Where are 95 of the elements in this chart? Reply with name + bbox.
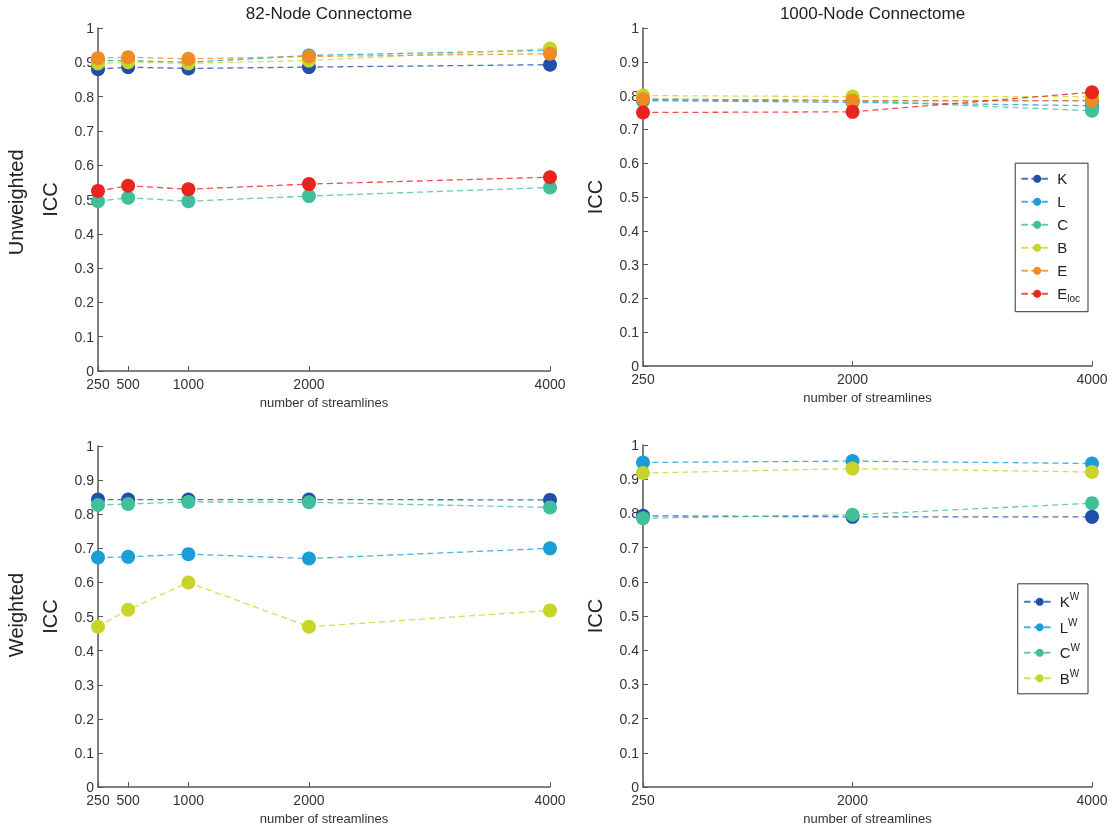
y-tick-label: 0.9	[619, 53, 640, 70]
x-tick-label: 4000	[534, 792, 566, 809]
y-tick-label: 1	[631, 437, 640, 453]
y-tick-label: 0.8	[74, 506, 95, 523]
y-tick-label: 0.1	[619, 324, 640, 341]
x-tick-label: 2000	[293, 376, 325, 392]
y-tick-label: 0.1	[74, 744, 95, 761]
x-tick-label: 2000	[293, 792, 325, 809]
point	[181, 547, 196, 562]
y-tick-label: 0.5	[74, 608, 95, 625]
y-tick-label: 0.7	[74, 540, 95, 557]
point	[91, 183, 105, 198]
y-axis-title: ICC	[39, 182, 61, 217]
point	[121, 549, 136, 564]
x-tick-label: 1000	[172, 376, 205, 392]
x-tick-label: 250	[631, 371, 655, 387]
y-tick-label: 0.7	[619, 121, 640, 138]
point	[181, 575, 196, 590]
y-tick-label: 0	[631, 358, 640, 374]
x-tick-label: 500	[116, 376, 141, 392]
point	[845, 461, 860, 476]
y-tick-label: 0.1	[74, 328, 95, 345]
y-tick-label: 0.2	[74, 294, 95, 311]
point	[121, 178, 136, 193]
y-tick-label: 0.5	[619, 608, 640, 625]
x-axis-title: number of streamlines	[803, 811, 933, 826]
chart-title: 1000-Node Connectome	[779, 4, 966, 23]
point	[543, 170, 557, 185]
y-tick-label: 0.3	[619, 676, 640, 693]
x-tick-label: 2000	[836, 371, 869, 387]
point	[121, 190, 136, 205]
point	[181, 194, 196, 209]
point	[845, 104, 860, 119]
point	[1085, 509, 1099, 524]
y-tick-label: 0.5	[619, 189, 640, 205]
point	[301, 551, 316, 566]
point	[121, 496, 136, 511]
x-axis-title: number of streamlines	[259, 811, 389, 826]
point	[181, 51, 196, 66]
y-axis-title: ICC	[584, 179, 606, 215]
x-tick-label: 500	[116, 792, 141, 809]
legend-label: L	[1057, 193, 1066, 211]
y-tick-label: 0.6	[74, 574, 95, 591]
point	[301, 177, 316, 192]
point	[1085, 85, 1099, 100]
y-tick-label: 0.3	[74, 260, 95, 277]
point	[1085, 496, 1099, 511]
y-tick-label: 1	[86, 20, 95, 36]
point	[543, 603, 557, 618]
y-tick-label: 0.8	[74, 88, 95, 105]
x-tick-label: 4000	[1076, 371, 1108, 387]
point	[543, 541, 557, 556]
point	[181, 182, 196, 197]
legend-label: E	[1057, 262, 1068, 280]
y-tick-label: 0.4	[619, 222, 640, 239]
legend-label: C	[1057, 216, 1069, 234]
y-tick-label: 1	[631, 20, 640, 36]
point	[301, 189, 316, 204]
text: Unweighted	[5, 149, 27, 256]
point	[1085, 465, 1099, 480]
y-tick-label: 0.7	[74, 122, 95, 139]
y-axis-title: ICC	[584, 598, 606, 634]
x-tick-label: 250	[86, 376, 110, 392]
y-tick-label: 0.6	[74, 157, 95, 174]
point	[636, 105, 650, 120]
y-tick-label: 0.2	[619, 290, 640, 307]
y-axis-title: ICC	[39, 599, 61, 634]
y-tick-label: 0.3	[619, 256, 640, 273]
x-tick-label: 4000	[1076, 792, 1108, 809]
y-tick-label: 0.4	[74, 225, 95, 242]
y-tick-label: 0.3	[74, 676, 95, 693]
legend-label: B	[1057, 239, 1068, 257]
y-tick-label: 0.9	[74, 472, 95, 489]
legend-label: K	[1057, 170, 1068, 188]
y-tick-label: 0.1	[619, 744, 640, 761]
y-tick-label: 0.4	[619, 642, 640, 659]
y-tick-label: 0.2	[619, 710, 640, 727]
x-tick-label: 2000	[836, 792, 869, 809]
x-tick-label: 4000	[534, 376, 566, 392]
point	[543, 500, 557, 515]
point	[301, 619, 316, 634]
chart-title: 82-Node Connectome	[245, 4, 413, 23]
y-tick-label: 0	[86, 363, 95, 379]
x-axis-title: number of streamlines	[803, 389, 933, 405]
x-tick-label: 1000	[172, 792, 205, 809]
y-tick-label: 0.7	[619, 539, 640, 556]
y-tick-label: 0.2	[74, 710, 95, 727]
y-tick-label: 0.6	[619, 573, 640, 590]
point	[121, 602, 136, 617]
x-axis-title: number of streamlines	[259, 394, 389, 410]
text: Weighted	[5, 572, 27, 658]
y-tick-label: 0.6	[619, 155, 640, 172]
y-tick-label: 0.9	[619, 471, 640, 488]
y-tick-label: 0.4	[74, 642, 95, 659]
y-tick-label: 1	[86, 438, 95, 454]
